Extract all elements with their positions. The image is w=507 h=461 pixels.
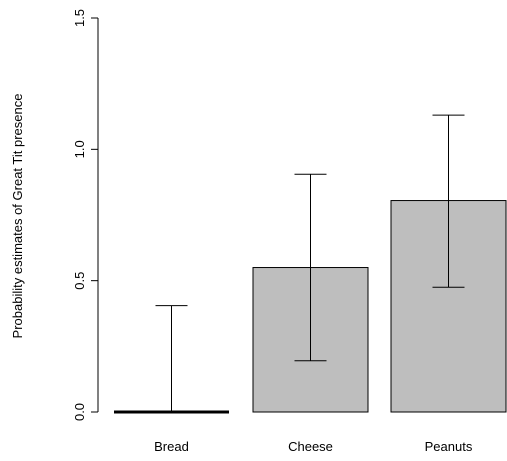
y-tick-label-3: 1.5 <box>72 9 87 27</box>
y-tick-label-0: 0.0 <box>72 403 87 421</box>
category-label-bread: Bread <box>154 439 189 454</box>
y-tick-label-1: 0.5 <box>72 272 87 290</box>
category-label-cheese: Cheese <box>288 439 333 454</box>
error-bar-cheese <box>294 173 327 362</box>
error-bars-group <box>155 114 465 412</box>
y-axis: 0.0 0.5 1.0 1.5 <box>72 9 99 421</box>
category-labels-group: Bread Cheese Peanuts <box>154 439 473 454</box>
bars-group <box>114 200 507 414</box>
y-axis-title: Probability estimates of Great Tit prese… <box>10 94 25 339</box>
y-tick-label-2: 1.0 <box>72 140 87 158</box>
error-bar-bread <box>155 305 188 412</box>
error-bar-peanuts <box>432 114 465 288</box>
category-label-peanuts: Peanuts <box>425 439 473 454</box>
